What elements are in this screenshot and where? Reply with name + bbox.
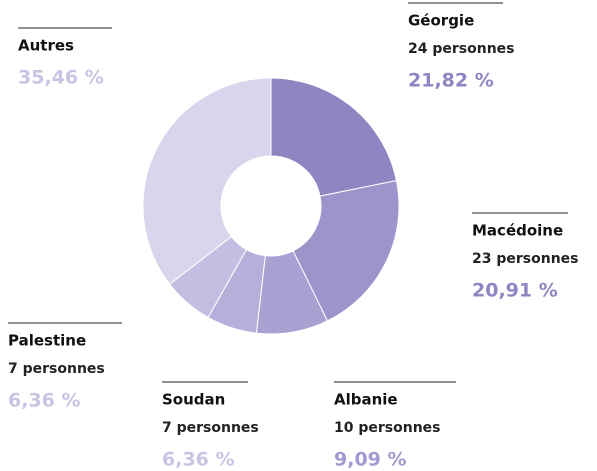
value-label: 35,46 % xyxy=(18,67,104,89)
value-label: 21,82 % xyxy=(408,70,494,92)
detail-label: 7 personnes xyxy=(162,420,259,436)
value-label: 9,09 % xyxy=(334,449,407,471)
category-label: Soudan xyxy=(162,391,225,409)
value-label: 6,36 % xyxy=(8,390,81,412)
detail-label: 7 personnes xyxy=(8,361,105,377)
category-label: Macédoine xyxy=(472,222,563,240)
donut-slice xyxy=(142,77,272,285)
category-label: Autres xyxy=(18,37,74,55)
detail-label: 23 personnes xyxy=(472,251,579,267)
detail-label: 24 personnes xyxy=(408,41,515,57)
category-label: Géorgie xyxy=(408,12,474,30)
donut-slice xyxy=(292,180,400,322)
value-label: 6,36 % xyxy=(162,449,235,471)
donut-slice xyxy=(270,77,398,197)
value-label: 20,91 % xyxy=(472,280,558,302)
category-label: Albanie xyxy=(334,391,398,409)
category-label: Palestine xyxy=(8,332,86,350)
detail-label: 10 personnes xyxy=(334,420,441,436)
